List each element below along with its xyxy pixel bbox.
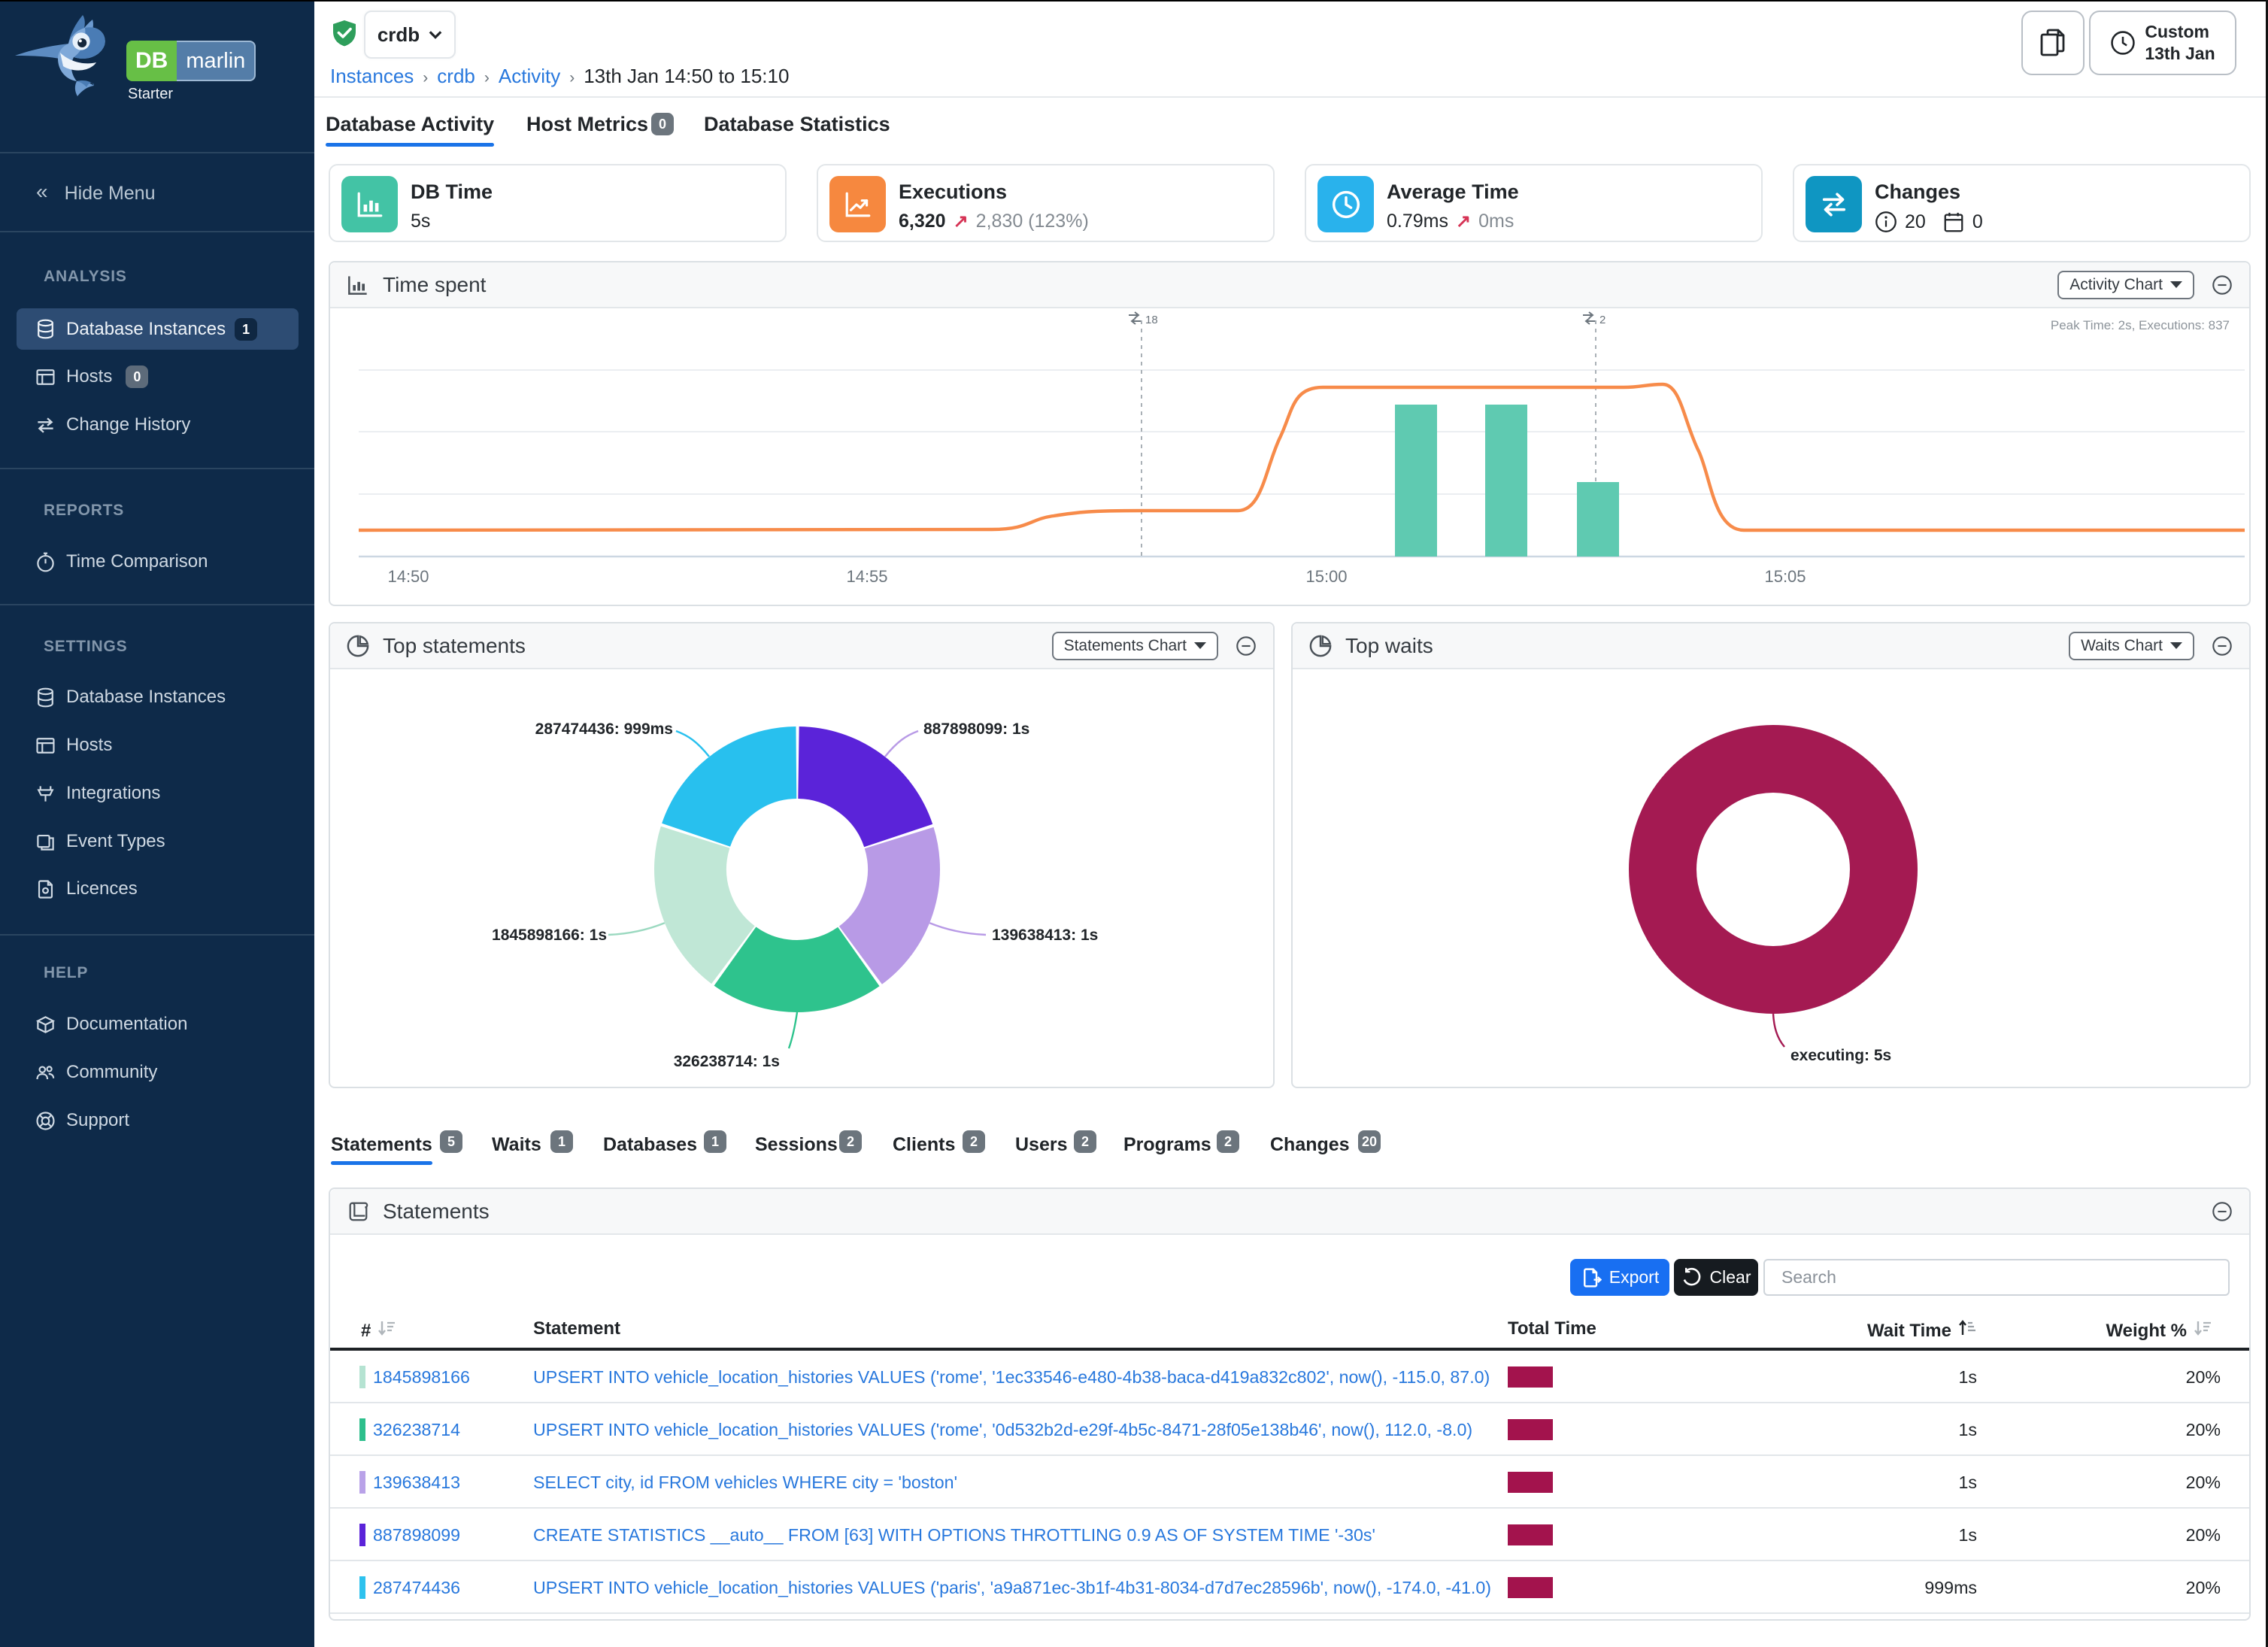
svg-text:15:00: 15:00	[1305, 567, 1347, 586]
svg-text:18: 18	[1145, 314, 1158, 326]
svg-text:Peak Time: 2s, Executions: 837: Peak Time: 2s, Executions: 837	[2051, 318, 2230, 332]
svg-text:1845898166: 1s: 1845898166: 1s	[492, 927, 607, 944]
svg-text:326238714: 1s: 326238714: 1s	[674, 1053, 780, 1070]
svg-text:executing: 5s: executing: 5s	[1790, 1047, 1891, 1064]
svg-text:139638413: 1s: 139638413: 1s	[992, 927, 1098, 944]
svg-text:14:55: 14:55	[846, 567, 887, 586]
svg-text:887898099: 1s: 887898099: 1s	[923, 720, 1029, 738]
svg-text:287474436: 999ms: 287474436: 999ms	[535, 720, 673, 738]
svg-text:2: 2	[1599, 314, 1605, 326]
svg-text:14:50: 14:50	[387, 567, 429, 586]
svg-text:15:05: 15:05	[1764, 567, 1806, 586]
